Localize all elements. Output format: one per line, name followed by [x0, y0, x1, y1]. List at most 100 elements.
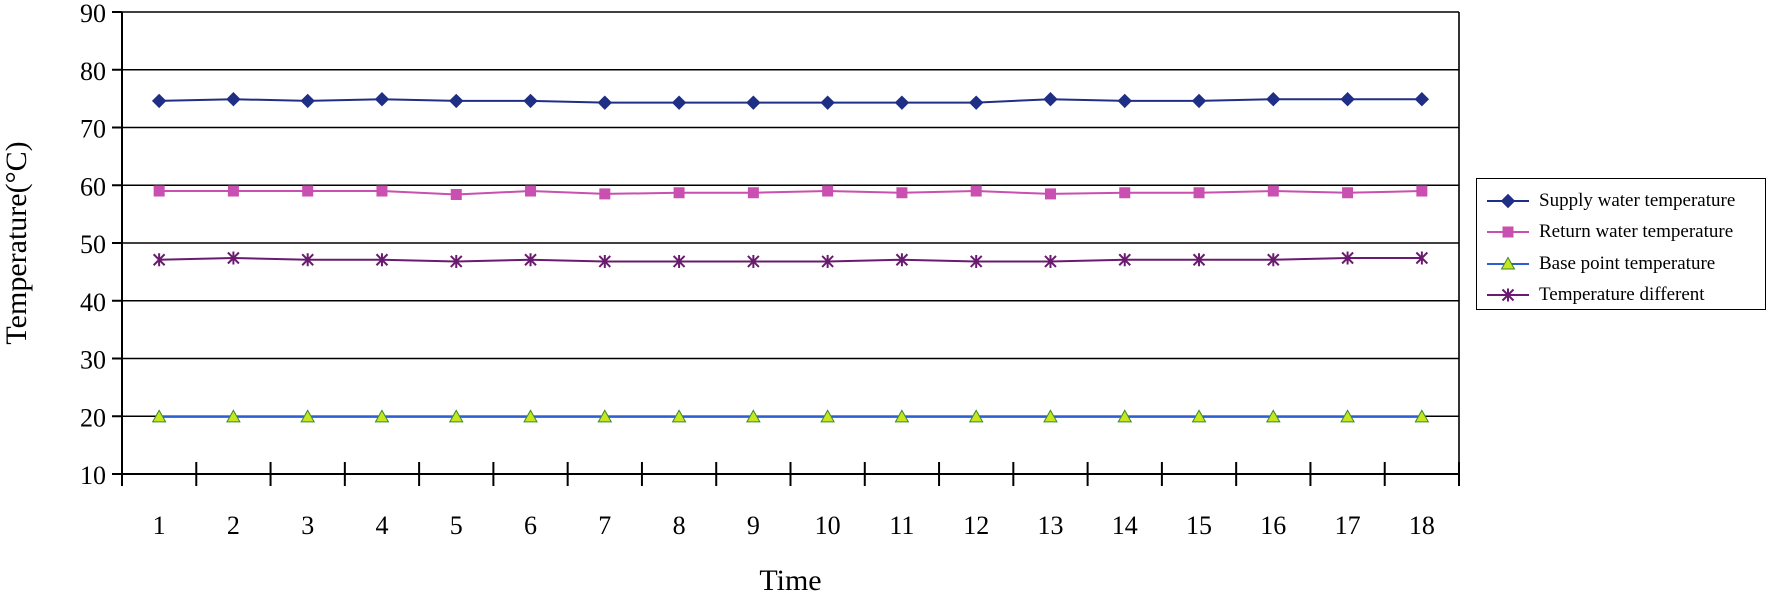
label-layer: Time Temperature(°C) — [0, 141, 822, 594]
data-point-1 — [1342, 187, 1354, 199]
series-layer — [151, 91, 1430, 423]
legend-label-base-point: Base point temperature — [1539, 252, 1716, 274]
data-point-1 — [1044, 188, 1056, 200]
legend-marker — [1500, 193, 1516, 208]
data-point-3 — [598, 254, 612, 268]
x-tick-label: 14 — [1112, 511, 1138, 540]
star-marker-icon — [1487, 288, 1529, 302]
x-tick-label: 2 — [227, 511, 240, 540]
x-tick-label: 3 — [301, 511, 314, 540]
data-point-2 — [746, 409, 761, 423]
data-point-3 — [1044, 254, 1057, 268]
legend-label-return: Return water temperature — [1539, 221, 1734, 243]
y-tick-label: 40 — [80, 288, 106, 317]
triangle-marker-icon — [1487, 256, 1529, 270]
data-point-2 — [820, 409, 835, 423]
data-point-0 — [300, 93, 315, 109]
data-point-1 — [1267, 185, 1279, 197]
data-point-2 — [597, 409, 613, 423]
data-point-0 — [449, 93, 464, 109]
series-2 — [151, 409, 1430, 423]
data-point-0 — [523, 93, 538, 109]
data-point-3 — [1341, 251, 1354, 265]
x-tick-label: 17 — [1335, 511, 1361, 540]
data-point-1 — [525, 185, 537, 197]
data-point-2 — [968, 409, 984, 423]
data-point-1 — [896, 187, 908, 199]
x-tick-label: 8 — [673, 511, 686, 540]
x-tick-label: 4 — [375, 511, 388, 540]
data-point-3 — [152, 253, 166, 267]
data-point-2 — [300, 409, 316, 423]
x-axis-title: Time — [759, 564, 821, 594]
legend: Supply water temperature Return water te… — [1476, 178, 1766, 310]
data-point-0 — [1266, 91, 1281, 107]
x-tick-label: 16 — [1260, 511, 1286, 540]
data-point-1 — [970, 185, 982, 197]
square-marker-icon — [1487, 226, 1529, 238]
x-tick-label: 1 — [153, 511, 166, 540]
y-tick-label: 90 — [80, 0, 106, 28]
data-point-0 — [1117, 93, 1132, 109]
data-point-3 — [301, 253, 314, 267]
y-tick-label: 50 — [80, 230, 106, 259]
legend-marker — [1500, 256, 1516, 270]
data-point-1 — [1416, 185, 1428, 197]
data-point-2 — [151, 409, 167, 423]
x-tick-label: 18 — [1409, 511, 1435, 540]
data-point-0 — [1414, 91, 1430, 107]
y-tick-label: 10 — [80, 461, 106, 490]
data-point-2 — [1340, 409, 1355, 423]
data-point-3 — [969, 254, 983, 268]
data-point-0 — [597, 95, 613, 110]
x-tick-label: 11 — [889, 511, 914, 540]
data-point-0 — [820, 95, 835, 110]
data-point-1 — [450, 188, 462, 200]
data-point-2 — [894, 409, 910, 423]
data-point-1 — [1119, 187, 1131, 199]
legend-item-supply: Supply water temperature — [1487, 185, 1765, 217]
diamond-marker-icon — [1487, 193, 1529, 208]
x-tick-label: 9 — [747, 511, 760, 540]
data-point-2 — [1265, 409, 1281, 423]
data-point-2 — [671, 409, 687, 423]
data-point-1 — [747, 187, 759, 199]
data-point-0 — [894, 95, 910, 110]
data-point-3 — [1267, 253, 1280, 267]
data-point-1 — [1193, 187, 1205, 199]
series-line-0 — [159, 98, 1422, 104]
data-point-1 — [227, 185, 239, 197]
data-point-3 — [450, 254, 463, 268]
legend-label-supply: Supply water temperature — [1539, 189, 1736, 211]
legend-item-difference: Temperature different — [1487, 280, 1765, 312]
data-point-1 — [673, 187, 685, 199]
series-3 — [152, 251, 1429, 268]
x-tick-label: 5 — [450, 511, 463, 540]
data-point-1 — [599, 188, 611, 200]
data-point-3 — [1415, 251, 1429, 265]
series-line-3 — [159, 257, 1422, 263]
series-line-1 — [159, 190, 1422, 196]
legend-item-return: Return water temperature — [1487, 217, 1765, 249]
data-point-1 — [153, 185, 165, 197]
series-0 — [151, 91, 1430, 110]
data-point-2 — [523, 409, 538, 423]
data-point-0 — [968, 95, 984, 110]
x-tick-label: 15 — [1186, 511, 1212, 540]
x-tick-label: 12 — [963, 511, 989, 540]
data-point-2 — [448, 409, 464, 423]
data-point-2 — [1191, 409, 1207, 423]
data-point-2 — [1414, 409, 1430, 423]
data-point-3 — [1192, 253, 1206, 267]
x-tick-label: 7 — [598, 511, 611, 540]
data-point-0 — [746, 95, 761, 110]
data-point-1 — [302, 185, 314, 197]
data-point-2 — [1117, 409, 1133, 423]
y-tick-label: 80 — [80, 57, 106, 86]
data-point-3 — [821, 254, 834, 268]
data-point-2 — [1043, 409, 1058, 423]
x-tick-label: 10 — [815, 511, 841, 540]
